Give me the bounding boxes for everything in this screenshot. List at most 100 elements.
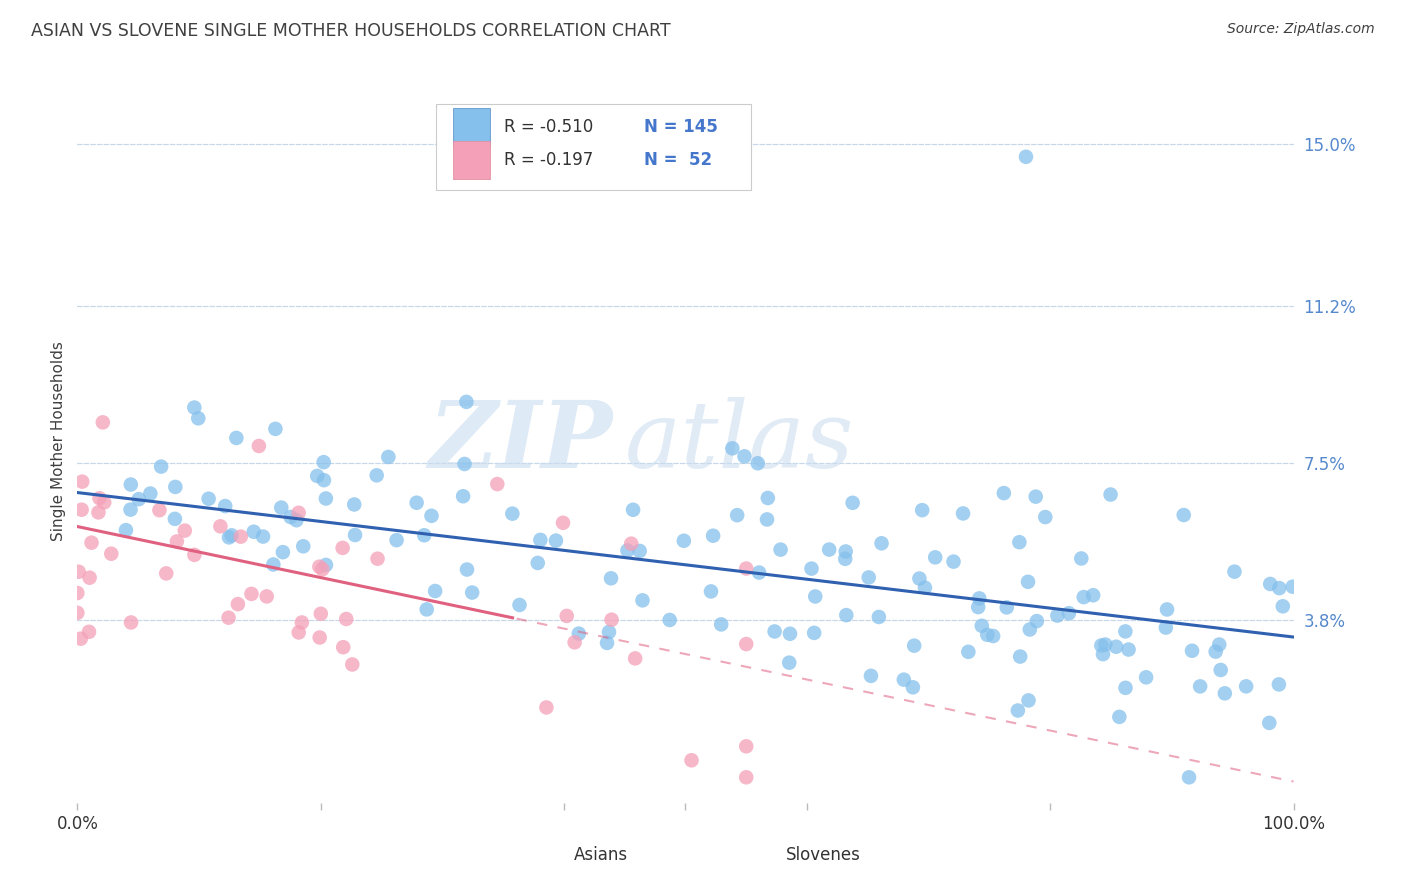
Point <box>834 551 856 566</box>
Point <box>1033 510 1056 524</box>
Point <box>710 617 733 632</box>
Point <box>721 442 744 456</box>
Point <box>596 636 619 650</box>
Point <box>551 516 574 530</box>
Point <box>1234 679 1257 693</box>
Point <box>967 600 990 615</box>
Point <box>803 626 825 640</box>
Point <box>1015 150 1038 164</box>
Point <box>120 477 142 491</box>
Point <box>77 624 100 639</box>
Point <box>312 455 335 469</box>
Point <box>80 535 103 549</box>
Point <box>287 625 309 640</box>
Point <box>1099 487 1122 501</box>
Point <box>952 507 974 521</box>
Point <box>247 439 270 453</box>
Point <box>218 610 240 624</box>
Point <box>700 584 723 599</box>
Point <box>1223 565 1246 579</box>
Point <box>1018 623 1040 637</box>
Point <box>600 613 623 627</box>
Point <box>287 506 309 520</box>
Point <box>835 608 858 623</box>
Point <box>420 508 443 523</box>
Point <box>1213 686 1236 700</box>
Point <box>658 613 681 627</box>
Point <box>332 541 354 555</box>
Point <box>120 502 142 516</box>
Point <box>307 469 329 483</box>
Point <box>969 591 991 606</box>
Point <box>1181 644 1204 658</box>
Point <box>197 491 219 506</box>
Point <box>914 581 936 595</box>
Point <box>1258 577 1281 591</box>
Point <box>66 586 89 600</box>
Point <box>976 628 998 642</box>
Point <box>453 457 475 471</box>
Point <box>1108 710 1130 724</box>
Point <box>342 657 364 672</box>
Point <box>598 624 620 639</box>
Point <box>529 533 551 547</box>
Point <box>1271 599 1294 614</box>
Point <box>309 607 332 621</box>
Point <box>377 450 399 464</box>
Point <box>225 431 247 445</box>
Point <box>226 597 249 611</box>
Point <box>735 561 758 575</box>
Point <box>628 544 651 558</box>
Point <box>835 544 858 558</box>
Point <box>702 529 724 543</box>
Point <box>367 551 389 566</box>
Point <box>901 681 924 695</box>
Point <box>66 606 89 620</box>
FancyBboxPatch shape <box>436 104 751 190</box>
Point <box>67 565 90 579</box>
Point <box>183 548 205 562</box>
Point <box>747 456 769 470</box>
Point <box>415 602 437 616</box>
Point <box>461 585 484 599</box>
Point <box>311 562 333 576</box>
Point <box>89 491 111 506</box>
Point <box>908 572 931 586</box>
Point <box>1070 551 1092 566</box>
Point <box>1090 639 1112 653</box>
Point <box>769 542 792 557</box>
Point <box>1156 602 1178 616</box>
Point <box>1173 508 1195 522</box>
Point <box>70 502 93 516</box>
Point <box>214 499 236 513</box>
Point <box>315 558 337 572</box>
Point <box>778 656 800 670</box>
Point <box>1081 588 1104 602</box>
Point <box>735 637 758 651</box>
Point <box>344 528 367 542</box>
Point <box>748 566 770 580</box>
Point <box>291 615 314 630</box>
Point <box>187 411 209 425</box>
Point <box>725 508 748 523</box>
Point <box>308 559 330 574</box>
Point <box>315 491 337 506</box>
Point <box>859 669 882 683</box>
Point <box>1258 715 1281 730</box>
Point <box>903 639 925 653</box>
Point <box>1017 574 1039 589</box>
Point <box>166 534 188 549</box>
Point <box>1025 614 1047 628</box>
Point <box>423 584 446 599</box>
Point <box>79 571 101 585</box>
Point <box>858 570 880 584</box>
Point <box>1281 580 1303 594</box>
Point <box>1118 642 1140 657</box>
Point <box>69 632 91 646</box>
Point <box>264 422 287 436</box>
Point <box>756 512 779 526</box>
Point <box>763 624 786 639</box>
Point <box>621 502 644 516</box>
FancyBboxPatch shape <box>540 842 567 868</box>
Point <box>911 503 934 517</box>
